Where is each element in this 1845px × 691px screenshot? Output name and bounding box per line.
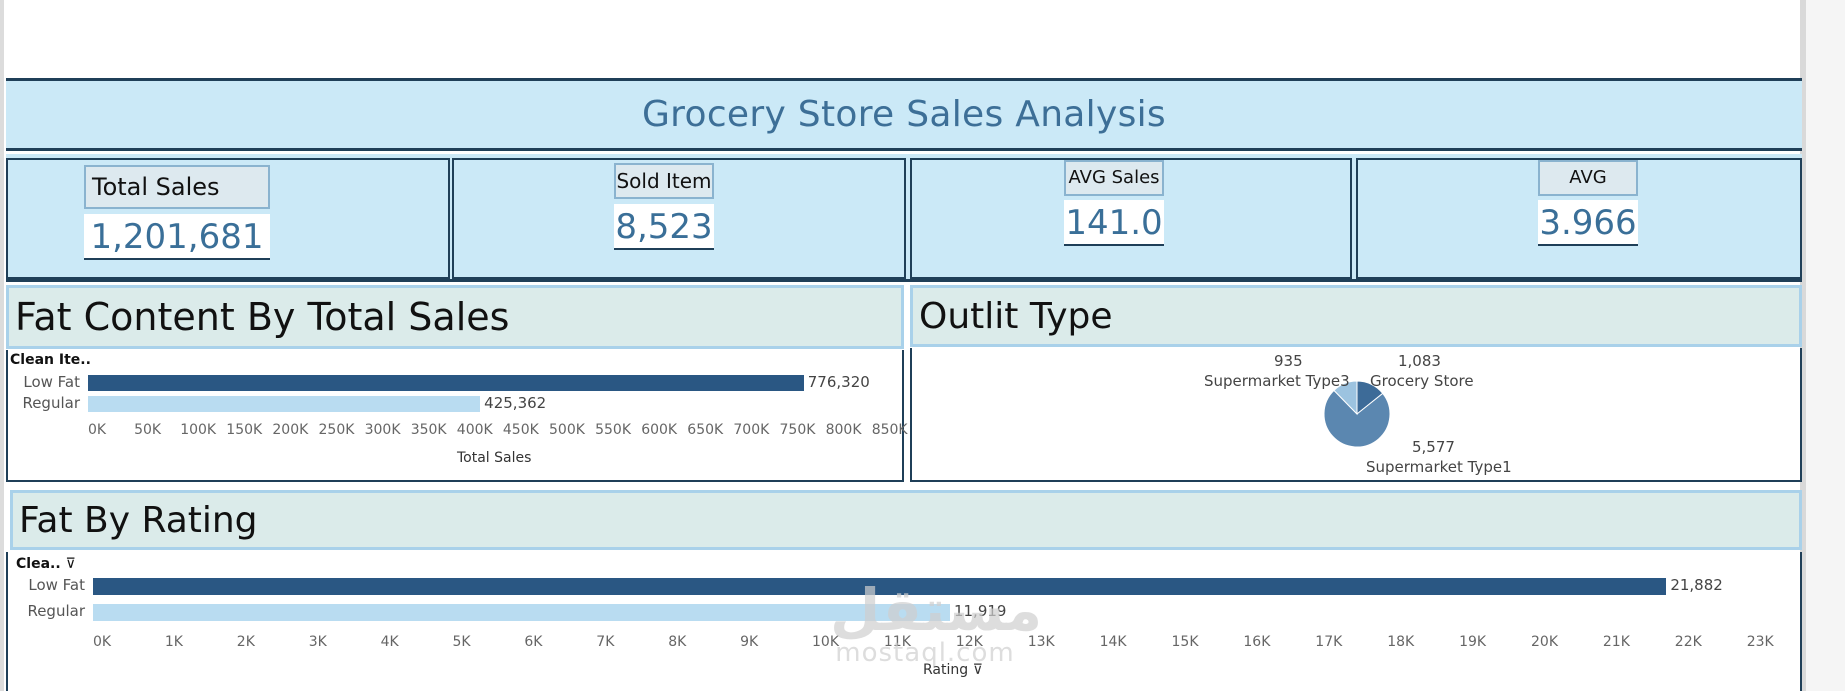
- window-right-edge: [1800, 0, 1806, 691]
- x-tick-label: 650K: [687, 422, 724, 438]
- kpi-value: 8,523: [614, 204, 714, 250]
- bar-regular[interactable]: [88, 396, 481, 412]
- outlet-type-panel-title: Outlit Type: [919, 295, 1113, 337]
- sort-icon[interactable]: ⊽: [972, 662, 983, 678]
- x-tick-label: 400K: [456, 422, 493, 438]
- dimension-label: Clean Ite..: [10, 352, 91, 368]
- x-tick-label: 14K: [1099, 634, 1127, 650]
- x-tick-label: 850K: [871, 422, 908, 438]
- x-tick-label: 250K: [318, 422, 355, 438]
- window-left-edge: [0, 0, 4, 691]
- pie-value-label: 935: [1274, 352, 1303, 370]
- x-tick-label: 10K: [812, 634, 839, 650]
- x-tick-label: 11K: [883, 634, 911, 650]
- x-tick-label: 12K: [955, 634, 983, 650]
- x-tick-label: 22K: [1674, 634, 1702, 650]
- category-label: Low Fat: [28, 576, 85, 594]
- category-label: Regular: [27, 602, 85, 620]
- x-tick-label: 200K: [272, 422, 309, 438]
- pie-name-label: Grocery Store: [1370, 372, 1474, 390]
- x-tick-label: 5K: [452, 634, 471, 650]
- outlet-type-chart[interactable]: 5,577 Supermarket Type1 935 Supermarket Typ…: [910, 348, 1802, 482]
- category-label: Regular: [22, 394, 80, 412]
- x-axis-title: Total Sales: [457, 450, 532, 466]
- pie-value-label: 5,577: [1412, 438, 1455, 456]
- x-tick-label: 50K: [134, 422, 162, 438]
- pie-name-label: Supermarket Type3: [1204, 372, 1350, 390]
- x-tick-label: 9K: [740, 634, 759, 650]
- x-axis-title: Rating ⊽: [923, 662, 983, 678]
- x-tick-label: 450K: [502, 422, 539, 438]
- data-label: 425,362: [484, 394, 547, 412]
- kpi-label: Total Sales: [84, 165, 270, 209]
- x-tick-label: 8K: [668, 634, 687, 650]
- x-tick-label: 20K: [1531, 634, 1558, 650]
- x-tick-label: 4K: [380, 634, 399, 650]
- bar-regular[interactable]: [93, 604, 950, 621]
- kpi-value: 1,201,681: [84, 214, 270, 260]
- x-tick-label: 19K: [1459, 634, 1487, 650]
- fat-rating-panel-header: Fat By Rating: [10, 490, 1802, 550]
- pie-slice-supermarket-type1[interactable]: [1323, 389, 1391, 448]
- fat-content-panel-title: Fat Content By Total Sales: [15, 295, 510, 339]
- kpi-card-avg-rating[interactable]: AVG Rating 3.966: [1356, 158, 1802, 279]
- fat-rating-chart[interactable]: Clea.. ⊽ Low Fat 21,882 Regular 11,919 0K 1K 2…: [6, 552, 1802, 691]
- kpi-label: AVG Rating: [1538, 160, 1638, 220]
- sort-icon[interactable]: ⊽: [65, 556, 76, 572]
- x-tick-label: 750K: [779, 422, 816, 438]
- x-tick-label: 18K: [1387, 634, 1415, 650]
- x-tick-label: 16K: [1243, 634, 1271, 650]
- pie-value-label: 1,083: [1398, 352, 1441, 370]
- kpi-card-avg-sales[interactable]: AVG Sales 141.0: [910, 158, 1352, 279]
- outlet-type-panel-header: Outlit Type: [910, 285, 1802, 347]
- x-tick-label: 500K: [549, 422, 585, 438]
- x-tick-label: 100K: [180, 422, 217, 438]
- x-tick-label: 15K: [1171, 634, 1199, 650]
- x-tick-label: 700K: [733, 422, 770, 438]
- x-tick-label: 0K: [93, 634, 112, 650]
- x-tick-label: 17K: [1315, 634, 1343, 650]
- x-tick-label: 13K: [1027, 634, 1055, 650]
- x-tick-label: 0K: [88, 422, 107, 438]
- bar-low-fat[interactable]: [93, 578, 1667, 595]
- pie-slice-supermarket-type3[interactable]: [1333, 380, 1358, 416]
- x-tick-label: 3K: [308, 634, 327, 650]
- pie-name-label: Supermarket Type1: [1366, 458, 1512, 476]
- x-tick-label: 21K: [1602, 634, 1630, 650]
- x-tick-label: 6K: [524, 634, 543, 650]
- dashboard-title: Grocery Store Sales Analysis: [641, 94, 1166, 135]
- x-tick-label: 800K: [825, 422, 862, 438]
- kpi-card-total-sales[interactable]: Total Sales 1,201,681: [6, 158, 450, 279]
- dimension-label: Clea.. ⊽: [16, 556, 76, 572]
- x-tick-label: 150K: [226, 422, 263, 438]
- data-label: 11,919: [953, 602, 1007, 620]
- window-gutter: [1806, 0, 1845, 691]
- x-tick-label: 350K: [410, 422, 447, 438]
- kpi-label: Sold Item: [614, 163, 714, 199]
- x-tick-label: 300K: [364, 422, 401, 438]
- x-tick-label: 7K: [596, 634, 615, 650]
- bar-low-fat[interactable]: [88, 375, 804, 391]
- x-tick-label: 600K: [641, 422, 678, 438]
- data-label: 21,882: [1670, 576, 1723, 594]
- x-tick-label: 550K: [595, 422, 631, 438]
- outlet-pie-svg: [1323, 380, 1391, 448]
- kpi-label: AVG Sales: [1064, 160, 1164, 196]
- fat-content-panel-header: Fat Content By Total Sales: [6, 285, 904, 349]
- category-label: Low Fat: [23, 373, 80, 391]
- dashboard-title-bar: Grocery Store Sales Analysis: [6, 78, 1802, 151]
- kpi-value: 3.966: [1538, 200, 1638, 246]
- x-tick-label: 23K: [1746, 634, 1774, 650]
- data-label: 776,320: [807, 373, 870, 391]
- fat-content-chart[interactable]: Clean Ite.. Low Fat 776,320 Regular 425,362…: [6, 350, 908, 482]
- kpi-card-sold-item[interactable]: Sold Item 8,523: [452, 158, 906, 279]
- fat-rating-panel-title: Fat By Rating: [19, 499, 258, 541]
- x-tick-label: 2K: [236, 634, 255, 650]
- kpi-value: 141.0: [1064, 200, 1164, 246]
- x-tick-label: 1K: [164, 634, 183, 650]
